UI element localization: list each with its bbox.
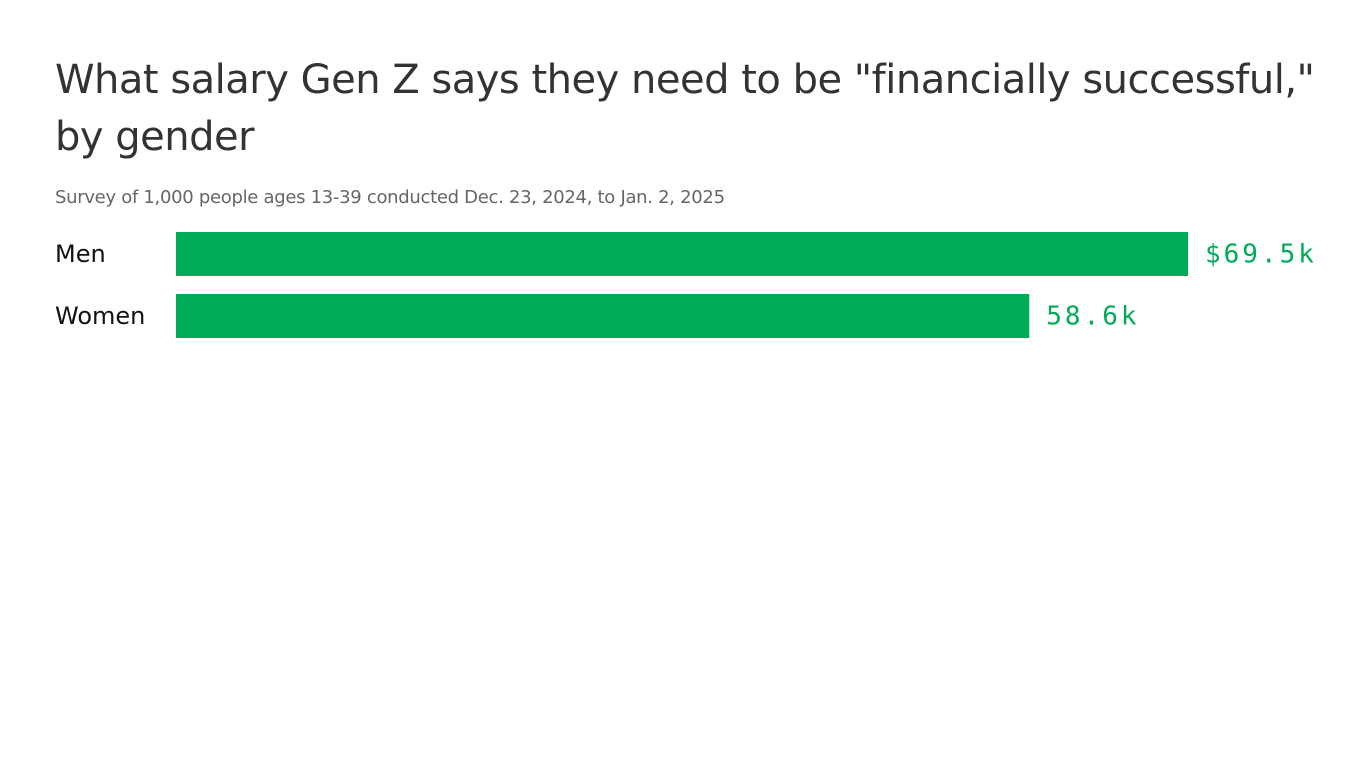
value-label: $69.5k [1205,240,1317,270]
value-label: 58.6k [1046,302,1139,332]
bar [176,232,1188,276]
bar [176,294,1030,338]
category-label: Men [55,240,106,268]
chart-title: What salary Gen Z says they need to be "… [55,57,1315,160]
category-label: Women [55,302,145,330]
chart-subtitle: Survey of 1,000 people ages 13-39 conduc… [55,187,725,208]
